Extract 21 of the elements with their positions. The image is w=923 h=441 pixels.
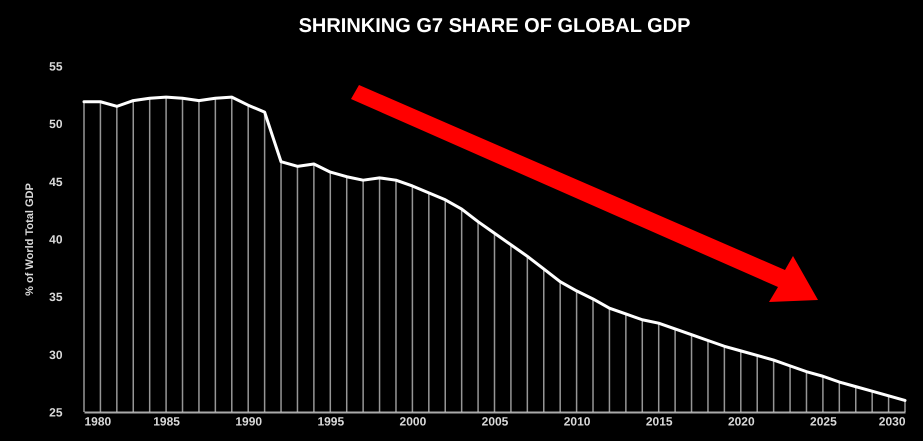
- x-tick-label: 2030: [878, 414, 906, 428]
- chart-title: SHRINKING G7 SHARE OF GLOBAL GDP: [298, 15, 690, 37]
- y-tick-label: 55: [49, 60, 63, 74]
- x-tick-label: 2015: [646, 414, 673, 428]
- y-tick-label: 35: [49, 290, 63, 304]
- y-tick-label: 50: [49, 117, 63, 132]
- x-tick-label: 1985: [153, 414, 180, 428]
- x-tick-label: 2005: [482, 414, 509, 428]
- x-tick-label: 2025: [810, 414, 838, 428]
- y-tick-label: 45: [49, 174, 63, 189]
- y-tick-label: 25: [49, 406, 63, 420]
- y-tick-label: 30: [49, 348, 63, 362]
- y-tick-label: 40: [49, 232, 63, 246]
- x-tick-label: 1995: [317, 414, 344, 428]
- x-tick-label: 1980: [84, 414, 112, 428]
- line-series: [82, 96, 906, 402]
- x-tick-label: 2020: [728, 414, 755, 428]
- x-tick-label: 2010: [564, 414, 591, 428]
- x-tick-label: 2000: [400, 414, 427, 428]
- x-tick-label: 1990: [235, 414, 262, 428]
- y-axis-title: % of World Total GDP: [24, 183, 36, 296]
